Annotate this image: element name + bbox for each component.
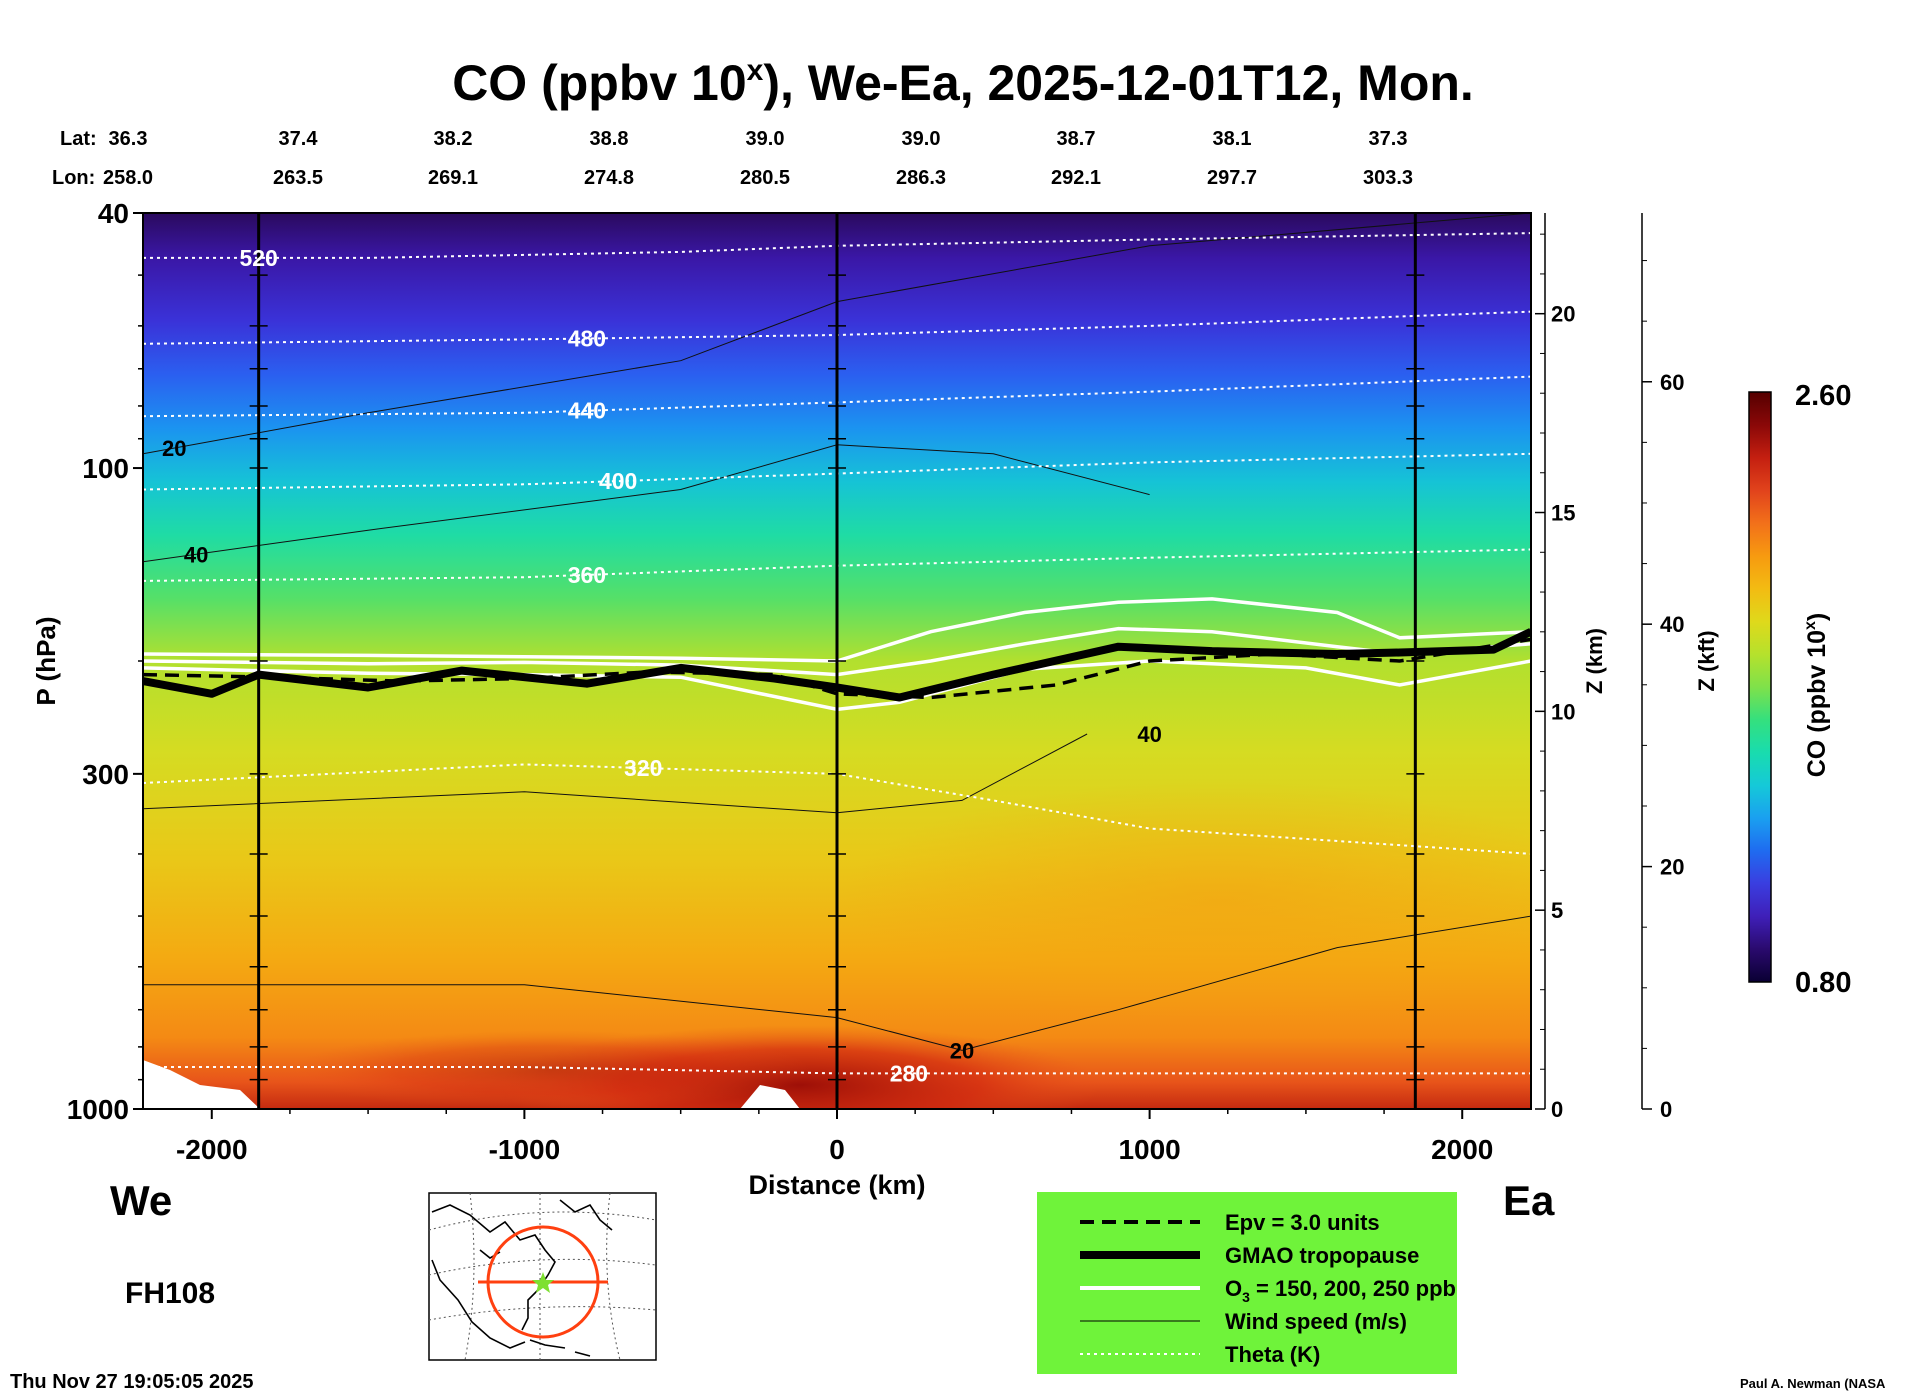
- wind-contour: [143, 444, 1150, 563]
- lat-value: 36.3: [109, 128, 148, 150]
- wind-contour: [143, 213, 1531, 455]
- contour-labels: 20 40 40 20 520 480 440 400 360 320 280: [162, 245, 1162, 1087]
- colorbar: 2.60 0.80 CO (ppbv 10x): [1748, 380, 1851, 999]
- lat-value: 38.7: [1057, 128, 1096, 150]
- colorbar-min-label: 0.80: [1795, 967, 1851, 999]
- map-center-marker: [532, 1272, 554, 1293]
- lat-value: 39.0: [902, 128, 941, 150]
- lon-value: 297.7: [1207, 167, 1257, 189]
- lat-lon-header: Lat: Lon: 36.3 37.4 38.2 38.8 39.0 39.0 38.7 38…: [52, 128, 1413, 189]
- wind-contour-label: 40: [184, 542, 208, 567]
- z-km-tick-label: 5: [1551, 898, 1563, 923]
- z-kft-tick-label: 60: [1660, 370, 1684, 395]
- plot-area: [143, 213, 1531, 1109]
- wind-contour-label: 20: [162, 436, 186, 461]
- ozone-contour: [143, 597, 1531, 663]
- z-kft-axis-title: Z (kft): [1694, 630, 1719, 691]
- ozone-contour: [143, 626, 1531, 677]
- z-kft-tick-label: 40: [1660, 612, 1684, 637]
- lon-value: 274.8: [584, 167, 634, 189]
- timestamp: Thu Nov 27 19:05:05 2025: [10, 1371, 253, 1393]
- theta-contour-label: 440: [568, 398, 606, 424]
- lat-value: 38.8: [590, 128, 629, 150]
- lat-value: 38.1: [1213, 128, 1252, 150]
- legend-label: Epv = 3.0 units: [1225, 1210, 1380, 1235]
- colorbar-max-label: 2.60: [1795, 380, 1851, 412]
- theta-contour-label: 480: [568, 326, 606, 352]
- lon-value: 280.5: [740, 167, 790, 189]
- theta-contour-label: 320: [624, 755, 662, 781]
- z-kft-tick-label: 20: [1660, 855, 1684, 880]
- theta-contour-label: 360: [568, 562, 606, 588]
- theta-contour-label: 400: [599, 468, 637, 494]
- colorbar-title: CO (ppbv 10x): [1802, 613, 1831, 777]
- map-graticule: [428, 1192, 657, 1361]
- legend: Epv = 3.0 units GMAO tropopause O3 = 150, …: [1037, 1192, 1457, 1374]
- z-km-tick-label: 20: [1551, 302, 1575, 327]
- z-km-axis-title: Z (km): [1582, 628, 1607, 694]
- credit: Paul A. Newman (NASA: [1740, 1376, 1886, 1391]
- legend-label: Wind speed (m/s): [1225, 1309, 1407, 1334]
- y-tick-label: 100: [82, 453, 129, 484]
- lat-value: 37.3: [1369, 128, 1408, 150]
- direction-east: Ea: [1503, 1177, 1555, 1224]
- map-coastlines: [431, 1199, 613, 1357]
- z-km-tick-label: 10: [1551, 699, 1575, 724]
- lon-value: 269.1: [428, 167, 478, 189]
- legend-label: O3 = 150, 200, 250 ppb: [1225, 1276, 1456, 1305]
- forecast-hour: FH108: [125, 1277, 215, 1310]
- lon-value: 263.5: [273, 167, 323, 189]
- z-km-tick-label: 15: [1551, 501, 1575, 526]
- y-tick-label: 300: [82, 759, 129, 790]
- co-west-surface-region: [290, 1030, 810, 1109]
- lon-value: 303.3: [1363, 167, 1413, 189]
- lon-value: 258.0: [103, 167, 153, 189]
- z-km-tick-label: 0: [1551, 1097, 1563, 1122]
- x-tick-label: 1000: [1118, 1134, 1180, 1165]
- lon-value: 286.3: [896, 167, 946, 189]
- x-tick-label: -1000: [489, 1134, 561, 1165]
- x-axis-title: Distance (km): [748, 1170, 925, 1200]
- x-tick-label: 2000: [1431, 1134, 1493, 1165]
- z-kft-tick-label: 0: [1660, 1097, 1672, 1122]
- lon-label: Lon:: [52, 167, 95, 189]
- y-tick-label: 1000: [67, 1094, 129, 1125]
- location-map: [428, 1192, 657, 1361]
- lon-value: 292.1: [1051, 167, 1101, 189]
- lat-value: 37.4: [279, 128, 319, 150]
- wind-contour-label: 40: [1137, 722, 1161, 747]
- vertical-markers: [249, 213, 1425, 1109]
- terrain-mask-2: [740, 1085, 800, 1109]
- theta-contour-label: 520: [239, 245, 277, 271]
- wind-contour-label: 20: [950, 1038, 974, 1063]
- terrain-mask: [143, 1060, 260, 1109]
- legend-label: Theta (K): [1225, 1342, 1320, 1367]
- direction-west: We: [110, 1177, 172, 1224]
- co-midlevel-region: [840, 780, 1531, 1020]
- theta-contour-label: 280: [890, 1060, 928, 1086]
- axes: 40 100 300 1000 -2000 -1000 0 1000 2000 0 5 10 15 20 0…: [67, 198, 1685, 1165]
- y-tick-label: 40: [98, 198, 129, 229]
- wind-contour: [143, 915, 1531, 1051]
- lat-value: 39.0: [746, 128, 785, 150]
- chart-title: CO (ppbv 10x), We-Ea, 2025-12-01T12, Mon…: [452, 54, 1474, 111]
- lat-value: 38.2: [434, 128, 473, 150]
- x-tick-label: -2000: [176, 1134, 248, 1165]
- x-tick-label: 0: [829, 1134, 845, 1165]
- y-axis-title: P (hPa): [31, 616, 61, 705]
- legend-label: GMAO tropopause: [1225, 1243, 1419, 1268]
- colorbar-scale: [1748, 391, 1772, 983]
- lat-label: Lat:: [60, 128, 97, 150]
